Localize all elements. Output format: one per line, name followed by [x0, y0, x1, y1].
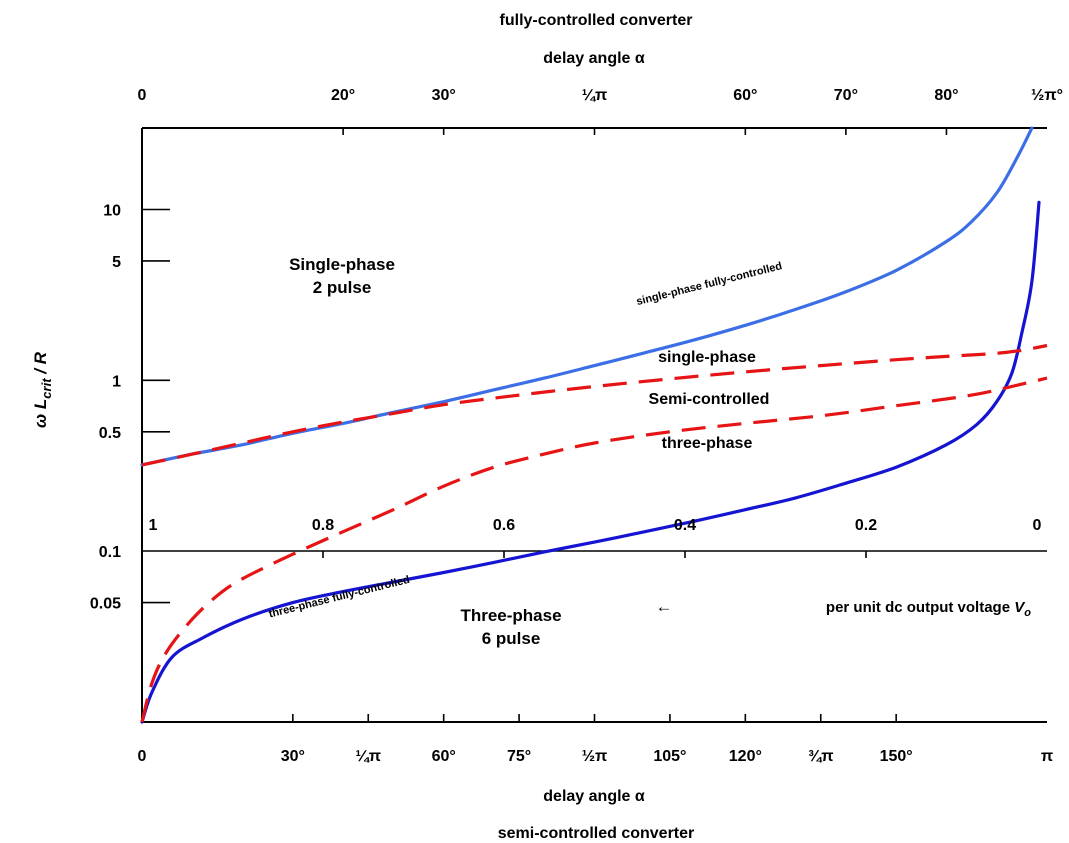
bottom-title: semi-controlled converter: [498, 825, 695, 842]
bottom-tick-label: 105°: [653, 748, 686, 765]
voltage-tick-label: 0.2: [855, 517, 877, 534]
voltage-tick-label: 0.6: [493, 517, 515, 534]
annotation-semi-controlled: Semi-controlled: [649, 391, 770, 408]
bottom-tick-label: 60°: [432, 748, 456, 765]
y-tick-label: 0.1: [99, 544, 121, 561]
y-tick-label: 10: [103, 203, 121, 220]
bottom-tick-label: π: [1041, 748, 1053, 765]
annotation-single-phase: Single-phase: [289, 255, 395, 274]
annotation-three-phase-region: Three-phase: [460, 606, 561, 625]
voltage-arrow: ←: [656, 597, 673, 616]
bottom-tick-label: 75°: [507, 748, 531, 765]
top-tick-label: 60°: [733, 87, 757, 104]
series-lines: [140, 126, 1048, 724]
y-label-tail: / R: [31, 351, 50, 378]
voltage-tick-label: 0.8: [312, 517, 334, 534]
top-title: fully-controlled converter: [500, 12, 693, 29]
series-line-three-phase-fully-controlled: [140, 200, 1041, 724]
top-tick-label: ½π°: [1031, 87, 1063, 104]
annotation-semi-single-phase: single-phase: [658, 349, 756, 366]
voltage-tick-label: 1: [149, 517, 158, 534]
voltage-axis-text: per unit dc output voltage: [826, 599, 1010, 616]
bottom-tick-label: ¼π: [355, 748, 381, 765]
series-line-single-phase-fully-controlled: [140, 126, 1034, 467]
top-tick-label: 80°: [934, 87, 958, 104]
top-tick-label: ¼π: [582, 87, 608, 104]
y-label-sub: crit: [39, 378, 54, 399]
y-axis-label: ω Lcrit / R: [31, 351, 54, 428]
bottom-tick-label: 120°: [729, 748, 762, 765]
y-tick-label: 5: [112, 254, 121, 271]
annotation-6-pulse: 6 pulse: [482, 629, 541, 648]
annotation-semi-three-phase: three-phase: [662, 435, 753, 452]
voltage-tick-label: 0: [1033, 517, 1042, 534]
bottom-tick-label: 30°: [281, 748, 305, 765]
voltage-symbol: V: [1014, 599, 1026, 616]
bottom-tick-label: 150°: [880, 748, 913, 765]
series-line-single-phase-semi-controlled: [141, 343, 1048, 467]
top-tick-label: 70°: [834, 87, 858, 104]
tick-marks: [142, 128, 948, 722]
voltage-tick-label: 0.4: [674, 517, 696, 534]
label-three-phase-fully-controlled: three-phase fully-controlled: [268, 574, 411, 621]
voltage-symbol-sub: o: [1024, 607, 1031, 619]
top-axis-label: delay angle α: [543, 50, 645, 67]
y-tick-label: 1: [112, 373, 121, 390]
top-tick-label: 30°: [432, 87, 456, 104]
plot-frame: [141, 127, 1047, 723]
top-tick-label: 20°: [331, 87, 355, 104]
bottom-tick-label: 0: [138, 748, 147, 765]
label-single-phase-fully-controlled: single-phase fully-controlled: [635, 260, 783, 308]
y-tick-label: 0.5: [99, 425, 121, 442]
top-tick-label: 0: [138, 87, 147, 104]
bottom-axis-label: delay angle α: [543, 788, 645, 805]
bottom-tick-label: ½π: [582, 748, 608, 765]
y-label-main: ω L: [31, 399, 50, 428]
bottom-tick-label: ¾π: [808, 748, 834, 765]
series-line-three-phase-semi-controlled: [140, 376, 1048, 723]
voltage-axis-label: per unit dc output voltage Vo: [826, 599, 1031, 619]
annotation-2-pulse: 2 pulse: [313, 278, 372, 297]
y-tick-label: 0.05: [90, 596, 121, 613]
